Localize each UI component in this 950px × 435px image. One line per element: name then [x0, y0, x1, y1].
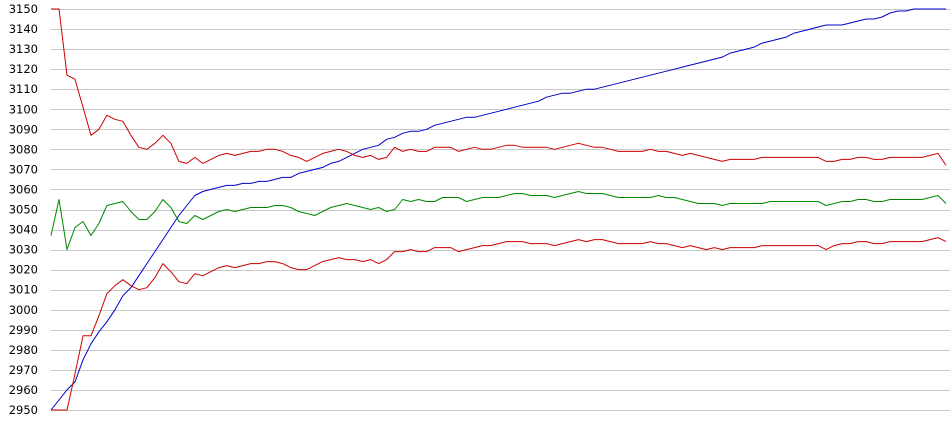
series-line-2 — [51, 8, 947, 166]
y-tick-label: 3110 — [9, 82, 38, 96]
y-axis-tick-labels: 2950 2960 2970 2980 2990 3000 3010 3020 3030 3040… — [9, 2, 38, 417]
series-line-1 — [50, 8, 946, 411]
y-tick-label: 3140 — [9, 22, 38, 36]
y-tick-label: 3150 — [9, 2, 38, 16]
y-tick-label: 3070 — [9, 162, 38, 176]
y-tick-label: 3100 — [9, 102, 38, 116]
y-tick-label: 3050 — [9, 203, 38, 217]
y-tick-label: 2980 — [9, 343, 38, 357]
y-tick-label: 3000 — [9, 303, 38, 317]
y-tick-label: 2990 — [9, 323, 38, 337]
y-tick-label: 2960 — [9, 383, 38, 397]
y-tick-label: 3040 — [9, 223, 38, 237]
y-tick-label: 3090 — [9, 122, 38, 136]
y-tick-label: 2970 — [9, 363, 38, 377]
gridlines — [51, 9, 950, 411]
y-tick-label: 3120 — [9, 62, 38, 76]
y-tick-label: 3030 — [9, 243, 38, 257]
series-line-3 — [50, 191, 947, 251]
series-line-4 — [51, 237, 947, 411]
series-lines — [50, 8, 947, 411]
y-tick-label: 3020 — [9, 263, 38, 277]
y-tick-label: 3080 — [9, 142, 38, 156]
y-tick-label: 3010 — [9, 283, 38, 297]
y-tick-label: 3060 — [9, 182, 38, 196]
y-tick-label: 3130 — [9, 42, 38, 56]
y-tick-label: 2950 — [9, 403, 38, 417]
